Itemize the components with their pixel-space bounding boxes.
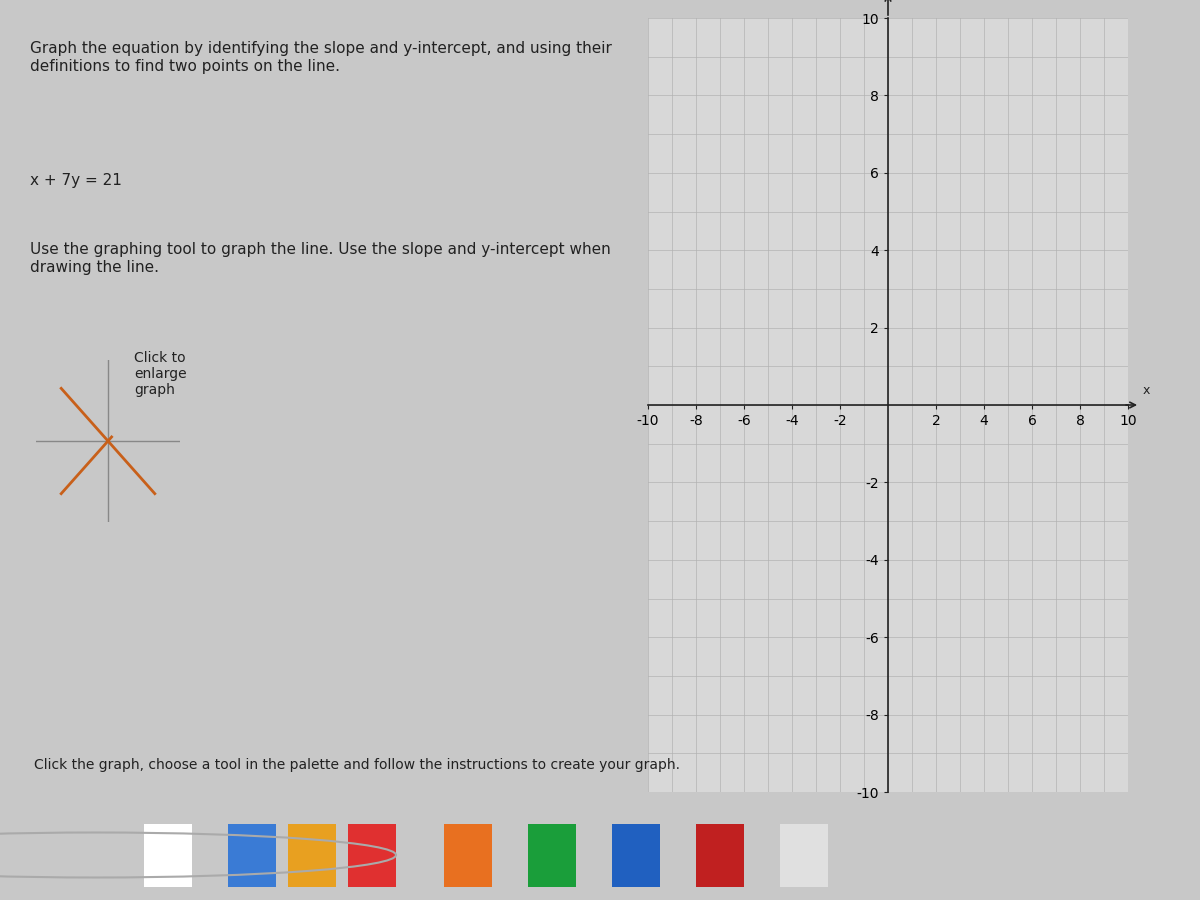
Bar: [444, 824, 492, 886]
Bar: [696, 824, 744, 886]
Bar: [348, 824, 396, 886]
Bar: [612, 824, 660, 886]
Text: Graph the equation by identifying the slope and y-intercept, and using their
def: Graph the equation by identifying the sl…: [30, 41, 612, 74]
Bar: [528, 824, 576, 886]
Bar: [288, 824, 336, 886]
Text: x: x: [1142, 384, 1150, 397]
Bar: [228, 824, 276, 886]
Bar: [780, 824, 828, 886]
Text: x + 7y = 21: x + 7y = 21: [30, 173, 122, 188]
Text: Click the graph, choose a tool in the palette and follow the instructions to cre: Click the graph, choose a tool in the pa…: [34, 758, 680, 772]
Bar: [144, 824, 192, 886]
Text: Click to
enlarge
graph: Click to enlarge graph: [134, 351, 187, 397]
Text: Use the graphing tool to graph the line. Use the slope and y-intercept when
draw: Use the graphing tool to graph the line.…: [30, 242, 611, 274]
